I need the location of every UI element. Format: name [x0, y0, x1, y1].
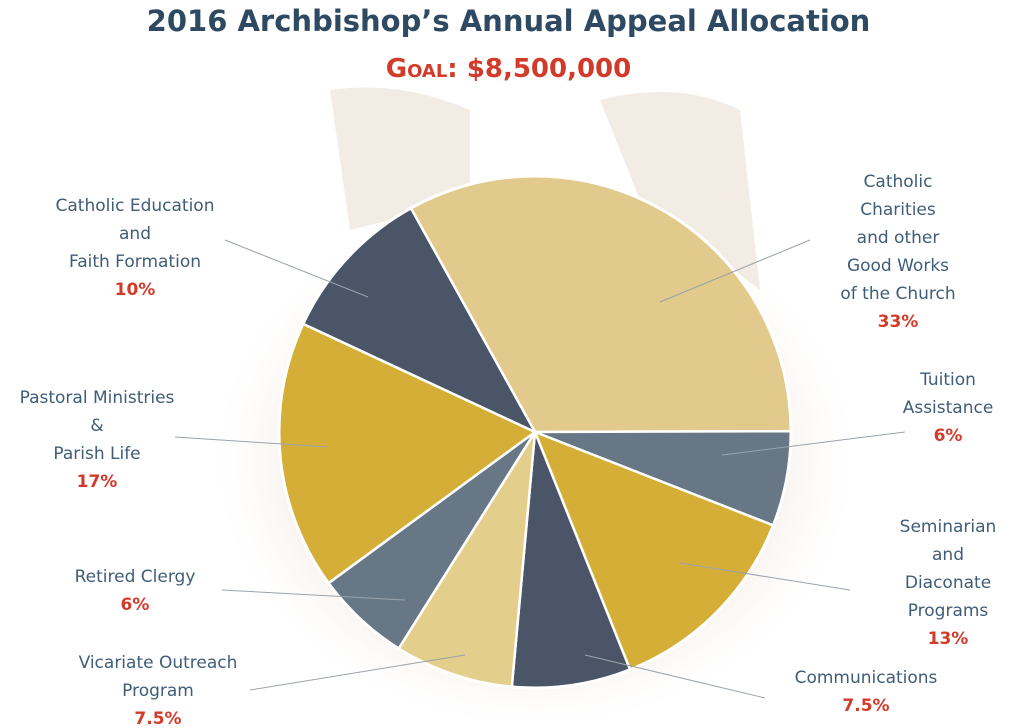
- value-label: 7.5%: [795, 692, 938, 720]
- value-label: 33%: [839, 308, 958, 336]
- category-label: Catholic Charities and other Good Works …: [839, 168, 958, 308]
- chart-subtitle: Goal: $8,500,000: [0, 54, 1017, 84]
- value-label: 13%: [900, 625, 997, 653]
- category-label: Pastoral Ministries & Parish Life: [20, 384, 175, 468]
- category-label: Communications: [795, 664, 938, 692]
- value-label: 6%: [903, 422, 994, 450]
- category-label: Seminarian and Diaconate Programs: [900, 513, 997, 625]
- slice-label: Catholic Charities and other Good Works …: [839, 168, 958, 336]
- category-label: Vicariate Outreach Program: [79, 649, 238, 705]
- chart-title: 2016 Archbishop’s Annual Appeal Allocati…: [0, 4, 1017, 38]
- value-label: 6%: [75, 591, 196, 619]
- category-label: Catholic Education and Faith Formation: [56, 192, 215, 276]
- category-label: Retired Clergy: [75, 563, 196, 591]
- value-label: 7.5%: [79, 705, 238, 728]
- category-label: Tuition Assistance: [903, 366, 994, 422]
- page: 2016 Archbishop’s Annual Appeal Allocati…: [0, 0, 1017, 728]
- value-label: 17%: [20, 468, 175, 496]
- value-label: 10%: [56, 276, 215, 304]
